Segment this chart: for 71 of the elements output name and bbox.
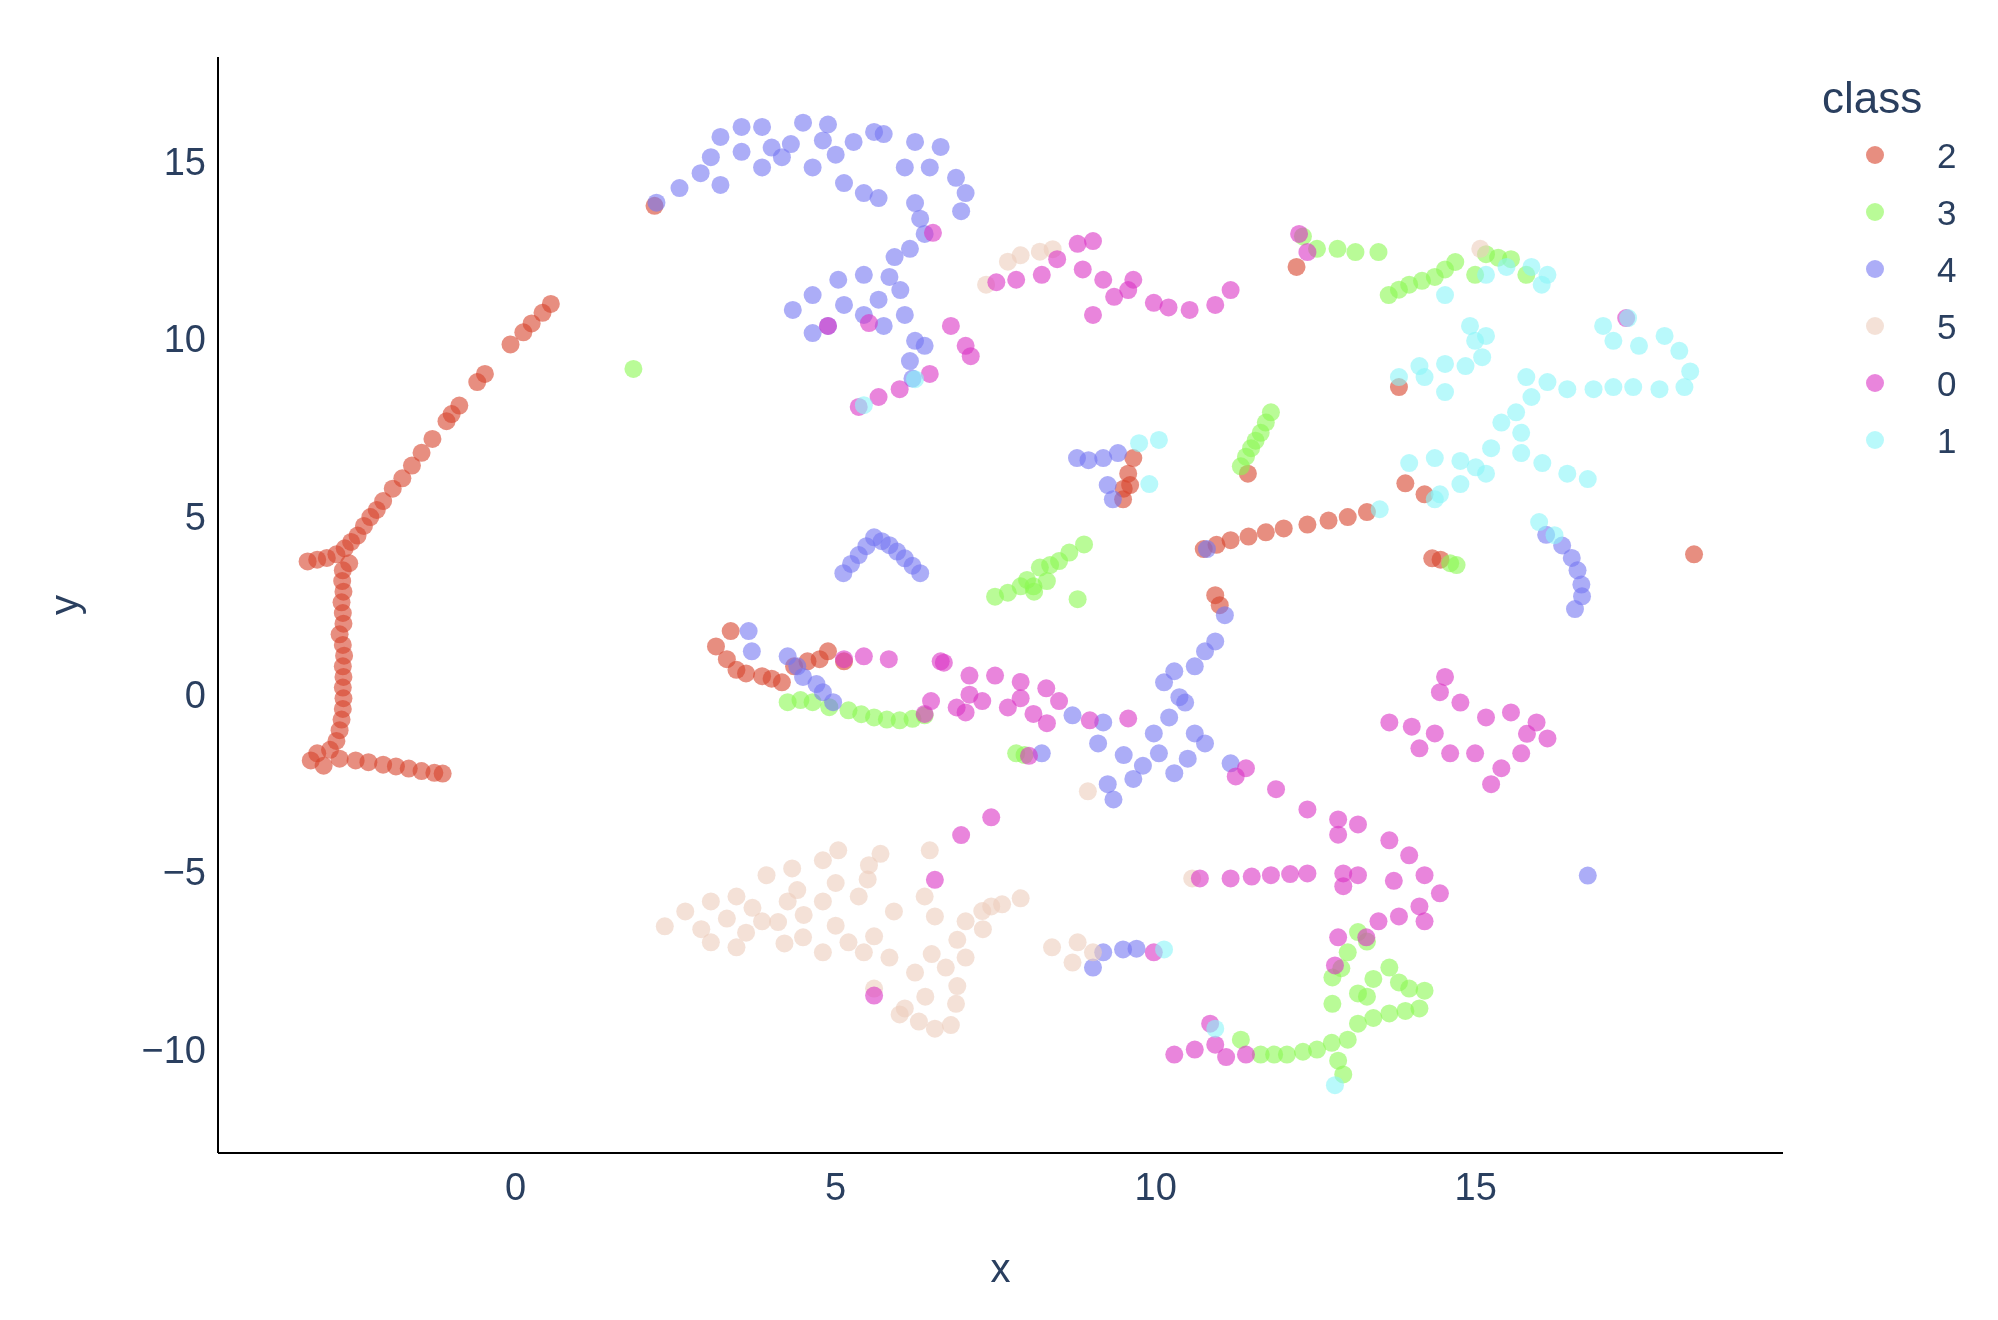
point xyxy=(1155,940,1174,959)
point xyxy=(1400,454,1419,473)
point xyxy=(1604,331,1623,350)
point xyxy=(1206,1019,1225,1038)
legend-label: 0 xyxy=(1937,363,1957,403)
point xyxy=(1530,513,1549,532)
point xyxy=(1477,265,1495,284)
y-tick-label: 5 xyxy=(184,496,206,539)
point xyxy=(1624,378,1643,397)
legend-label: 3 xyxy=(1937,192,1957,232)
x-tick-label: 15 xyxy=(1454,1166,1497,1208)
point xyxy=(1670,341,1689,360)
y-tick-label: −10 xyxy=(141,1028,206,1071)
y-tick-label: −5 xyxy=(162,851,206,894)
point xyxy=(1497,257,1516,276)
point xyxy=(1532,275,1551,294)
point xyxy=(1594,316,1613,335)
point xyxy=(1473,348,1492,367)
point xyxy=(1370,500,1389,519)
point xyxy=(1650,380,1669,399)
point xyxy=(1461,316,1479,335)
y-tick-label: 0 xyxy=(184,673,206,716)
point xyxy=(1629,336,1648,355)
legend-label: 5 xyxy=(1937,306,1957,346)
point xyxy=(1456,357,1475,376)
point xyxy=(1538,373,1557,392)
point xyxy=(1325,1076,1344,1095)
point xyxy=(1507,403,1526,422)
x-tick-label: 5 xyxy=(825,1166,847,1208)
point xyxy=(1492,413,1511,432)
point xyxy=(1533,454,1552,473)
point xyxy=(1584,380,1603,399)
y-axis-title: y xyxy=(42,595,86,615)
point xyxy=(1545,526,1564,545)
point xyxy=(1149,430,1168,449)
x-axis-title: x xyxy=(990,1246,1011,1290)
legend-title: class xyxy=(1822,72,1923,122)
point xyxy=(1681,362,1700,381)
point xyxy=(1512,423,1531,442)
point xyxy=(1558,380,1577,399)
point xyxy=(1466,458,1485,477)
legend-label: 1 xyxy=(1937,420,1957,460)
point xyxy=(1436,286,1455,305)
point xyxy=(1522,257,1541,276)
legend-label: 2 xyxy=(1937,135,1957,175)
point xyxy=(1482,439,1501,458)
y-tick-label: 15 xyxy=(163,140,206,183)
point xyxy=(1522,387,1541,406)
y-tick-label: 10 xyxy=(163,318,206,361)
legend-label: 4 xyxy=(1937,249,1957,289)
point xyxy=(1425,490,1444,509)
point xyxy=(1389,368,1408,387)
x-tick-label: 0 xyxy=(505,1166,527,1208)
point xyxy=(1517,368,1536,387)
x-tick-label: 10 xyxy=(1134,1166,1177,1208)
point xyxy=(1655,326,1674,345)
point xyxy=(1451,451,1470,470)
point xyxy=(1451,475,1470,494)
point xyxy=(1675,378,1694,397)
point xyxy=(1436,383,1455,402)
point xyxy=(1604,378,1623,397)
point xyxy=(854,396,873,415)
point xyxy=(1477,326,1495,345)
point xyxy=(1130,434,1149,453)
point xyxy=(1436,354,1455,373)
point xyxy=(1140,475,1159,494)
point xyxy=(1578,470,1597,489)
point xyxy=(1512,444,1531,463)
point xyxy=(1415,368,1434,387)
point xyxy=(1558,464,1577,483)
point xyxy=(1425,449,1444,468)
